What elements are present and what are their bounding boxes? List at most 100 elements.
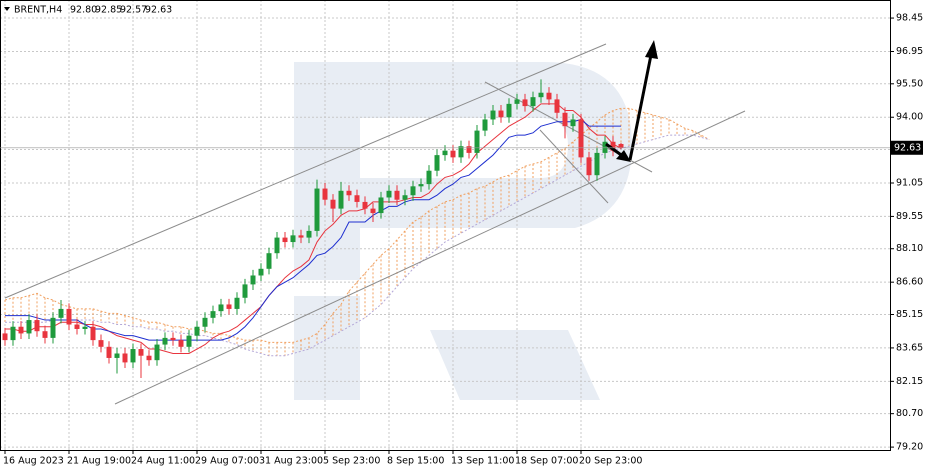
channel-line bbox=[114, 110, 746, 405]
candle-body bbox=[218, 304, 224, 312]
candle-body bbox=[522, 99, 528, 107]
candle-body bbox=[66, 308, 72, 325]
candle-body bbox=[58, 308, 64, 318]
ohlc-label: 92.80 bbox=[70, 5, 97, 16]
candle-body bbox=[586, 157, 592, 176]
candle-body bbox=[234, 297, 240, 309]
candle-body bbox=[490, 110, 496, 120]
candle-body bbox=[282, 237, 288, 243]
y-tick-label: 79.20 bbox=[896, 442, 923, 453]
candle-body bbox=[298, 235, 304, 238]
y-tick-label: 88.10 bbox=[896, 243, 923, 254]
candle-body bbox=[554, 99, 560, 113]
candle-body bbox=[610, 141, 616, 151]
candle-body bbox=[98, 340, 104, 347]
watermark bbox=[294, 62, 632, 400]
candle-body bbox=[330, 199, 336, 209]
arrow-head bbox=[616, 150, 631, 162]
y-tick-label: 98.45 bbox=[896, 13, 923, 24]
candle-body bbox=[42, 331, 48, 338]
ohlc-label: 92.57 bbox=[120, 5, 147, 16]
candle-body bbox=[154, 344, 160, 361]
y-tick-label: 82.15 bbox=[896, 376, 923, 387]
candle-body bbox=[242, 284, 248, 298]
channel-line bbox=[4, 43, 607, 299]
candle-body bbox=[210, 311, 216, 318]
y-tick-label: 83.65 bbox=[896, 342, 923, 353]
candle-body bbox=[434, 155, 440, 171]
candle-body bbox=[138, 349, 144, 356]
candle-body bbox=[162, 337, 168, 345]
chart-title: BRENT,H4 bbox=[14, 5, 62, 16]
candle-body bbox=[2, 333, 8, 341]
candle-body bbox=[618, 143, 624, 148]
candles bbox=[2, 79, 624, 379]
candle-body bbox=[546, 92, 552, 100]
last-price-label: 92.63 bbox=[894, 142, 921, 153]
candle-body bbox=[314, 188, 320, 231]
candle-body bbox=[186, 335, 192, 347]
candle-body bbox=[466, 146, 472, 153]
ohlc-label: 92.63 bbox=[145, 5, 172, 16]
candle-body bbox=[602, 141, 608, 153]
candle-body bbox=[50, 317, 56, 338]
candle-body bbox=[402, 195, 408, 200]
plot-frame bbox=[0, 0, 891, 451]
candle-body bbox=[378, 197, 384, 214]
candle-body bbox=[130, 349, 136, 363]
candle-body bbox=[290, 235, 296, 243]
y-tick-label: 95.50 bbox=[896, 78, 923, 89]
channel-line bbox=[539, 129, 609, 204]
indicator-line bbox=[5, 118, 621, 341]
candle-body bbox=[354, 195, 360, 202]
candle-body bbox=[274, 237, 280, 254]
last-price-box bbox=[891, 140, 923, 155]
watermark-shape bbox=[294, 62, 632, 280]
cloud-span bbox=[5, 134, 710, 357]
x-tick-label: 16 Aug 2023 bbox=[3, 456, 64, 467]
candle-body bbox=[458, 146, 464, 158]
y-tick-label: 91.05 bbox=[896, 177, 923, 188]
candle-body bbox=[82, 326, 88, 329]
candle-body bbox=[506, 103, 512, 118]
candle-body bbox=[26, 320, 32, 334]
candle-body bbox=[106, 346, 112, 358]
candle-body bbox=[570, 119, 576, 127]
candle-body bbox=[74, 324, 80, 329]
x-tick-label: 21 Aug 19:00 bbox=[67, 456, 131, 467]
candle-body bbox=[258, 268, 264, 276]
candle-body bbox=[562, 112, 568, 127]
candle-body bbox=[418, 184, 424, 187]
candle-body bbox=[442, 150, 448, 156]
candle-body bbox=[474, 130, 480, 153]
x-tick-label: 5 Sep 23:00 bbox=[323, 456, 380, 467]
forecast-arrows bbox=[605, 40, 658, 162]
candle-body bbox=[338, 190, 344, 209]
y-tick-label: 94.00 bbox=[896, 112, 923, 123]
watermark-shape bbox=[294, 296, 600, 400]
y-tick-label: 85.15 bbox=[896, 309, 923, 320]
candle-body bbox=[226, 304, 232, 309]
candle-body bbox=[194, 326, 200, 336]
menu-icon[interactable] bbox=[4, 7, 10, 11]
y-tick-label: 80.70 bbox=[896, 408, 923, 419]
candle-body bbox=[514, 99, 520, 104]
candle-body bbox=[170, 337, 176, 341]
axes: 98.4596.9595.5094.0092.5591.0589.5588.10… bbox=[0, 13, 923, 467]
candle-body bbox=[386, 190, 392, 198]
candle-body bbox=[578, 119, 584, 158]
candle-body bbox=[322, 188, 328, 200]
candle-body bbox=[450, 150, 456, 158]
arrow-head bbox=[645, 40, 658, 59]
ohlc-label: 92.85 bbox=[95, 5, 122, 16]
candle-body bbox=[370, 208, 376, 214]
arrow bbox=[628, 54, 653, 161]
candle-body bbox=[250, 275, 256, 285]
grid bbox=[0, 0, 890, 450]
x-tick-label: 31 Aug 23:00 bbox=[259, 456, 323, 467]
candle-body bbox=[306, 230, 312, 238]
y-tick-label: 86.60 bbox=[896, 277, 923, 288]
x-tick-label: 20 Sep 23:00 bbox=[579, 456, 642, 467]
candle-body bbox=[122, 353, 128, 363]
